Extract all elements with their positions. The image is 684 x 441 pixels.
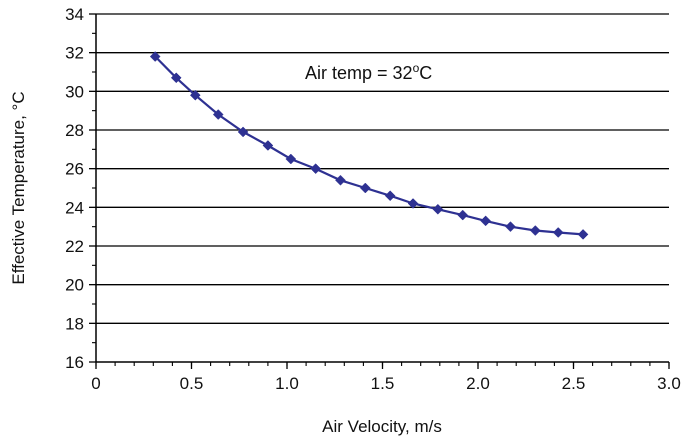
data-point-3 xyxy=(212,109,224,120)
x-tick-label-2.5: 2.5 xyxy=(562,374,586,393)
y-tick-label-20: 20 xyxy=(65,276,84,295)
data-point-10 xyxy=(384,190,396,202)
x-tick-label-1.0: 1.0 xyxy=(275,374,299,393)
y-axis-label: Effective Temperature, °C xyxy=(9,91,28,284)
annotation-unit: C xyxy=(419,63,432,83)
y-tick-labels: 16 18 20 22 24 26 28 30 32 34 xyxy=(65,5,84,372)
data-point-0 xyxy=(149,51,161,62)
data-point-5 xyxy=(262,140,274,151)
data-point-6 xyxy=(285,153,297,165)
x-tick-label-3.0: 3.0 xyxy=(657,374,681,393)
data-point-4 xyxy=(237,126,249,138)
data-point-16 xyxy=(529,225,541,236)
data-point-8 xyxy=(335,174,346,186)
x-tick-label-1.5: 1.5 xyxy=(371,374,395,393)
y-tick-label-34: 34 xyxy=(65,5,84,24)
y-tick-label-22: 22 xyxy=(65,237,84,256)
data-point-12 xyxy=(432,203,444,215)
series-group xyxy=(149,51,589,240)
x-tick-label-0: 0 xyxy=(91,374,100,393)
data-point-13 xyxy=(457,209,469,221)
x-tick-label-2.0: 2.0 xyxy=(466,374,490,393)
x-tick-labels: 0 0.5 1.0 1.5 2.0 2.5 3.0 xyxy=(91,374,681,393)
data-point-7 xyxy=(310,163,322,175)
y-tick-label-30: 30 xyxy=(65,82,84,101)
data-point-1 xyxy=(170,72,182,84)
y-tick-label-24: 24 xyxy=(65,198,84,217)
data-point-14 xyxy=(480,215,491,227)
annotation-text: Air temp = 32 xyxy=(305,63,413,83)
x-axis-label: Air Velocity, m/s xyxy=(322,417,442,436)
y-tick-label-28: 28 xyxy=(65,121,84,140)
data-point-2 xyxy=(189,89,201,101)
data-point-11 xyxy=(407,198,419,209)
data-point-9 xyxy=(359,182,371,194)
y-tick-label-26: 26 xyxy=(65,160,84,179)
x-tick-label-0.5: 0.5 xyxy=(180,374,204,393)
data-point-18 xyxy=(577,229,589,240)
y-tick-label-18: 18 xyxy=(65,314,84,333)
y-tick-label-32: 32 xyxy=(65,44,84,63)
data-point-15 xyxy=(505,221,516,233)
annotation-sup: o xyxy=(413,61,420,75)
axis-ticks xyxy=(89,13,670,369)
y-tick-label-16: 16 xyxy=(65,353,84,372)
annotation: Air temp = 32oC xyxy=(305,61,432,83)
gridlines xyxy=(96,13,669,324)
data-point-17 xyxy=(552,227,564,238)
